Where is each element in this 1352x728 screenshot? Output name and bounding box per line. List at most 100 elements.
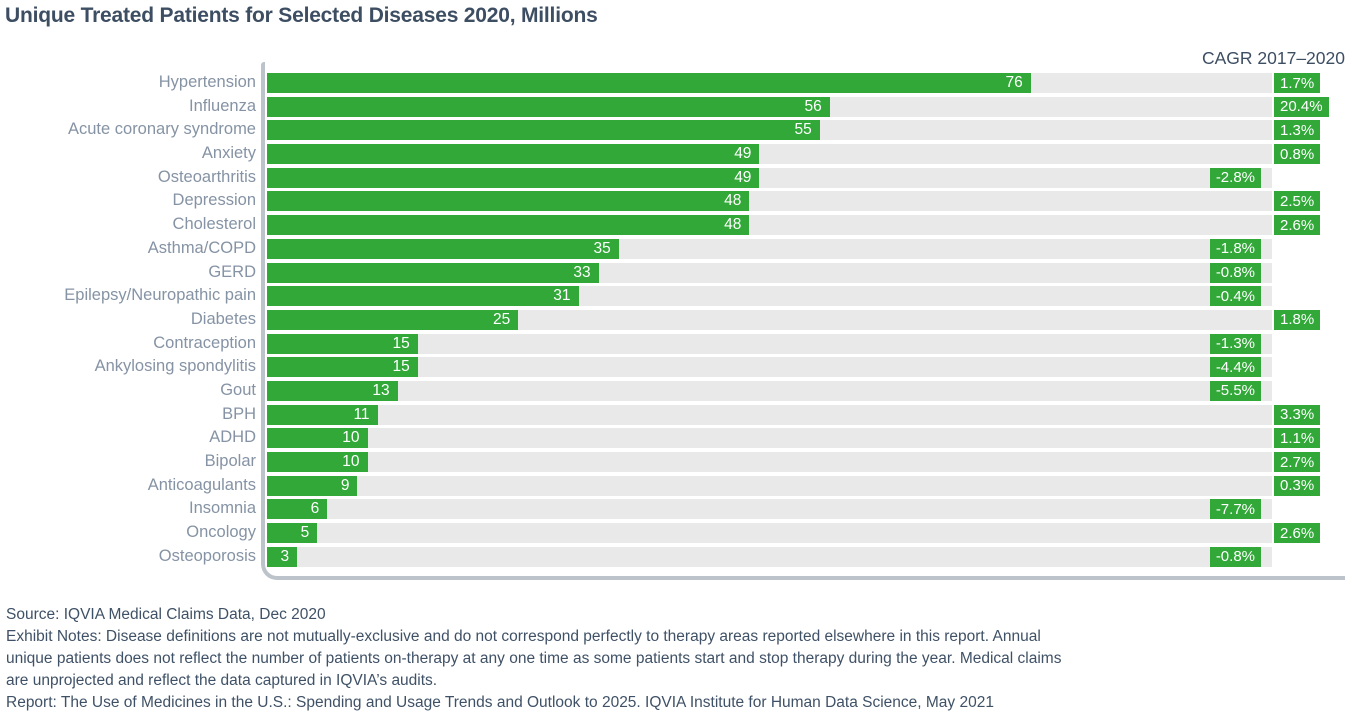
bar-value-label: 31 — [553, 287, 571, 305]
category-label: Osteoporosis — [158, 546, 256, 565]
value-bar: 48 — [267, 191, 750, 212]
chart-row: Hypertension 76 1.7% — [0, 71, 1352, 95]
bar-track: 10 — [267, 428, 1272, 449]
value-bar: 76 — [267, 73, 1031, 93]
category-label: Acute coronary syndrome — [67, 120, 256, 139]
category-label: Cholesterol — [172, 215, 256, 234]
cagr-badge: -1.3% — [1209, 333, 1261, 354]
category-label: Anticoagulants — [147, 475, 256, 494]
chart-row: Diabetes 25 1.8% — [0, 308, 1352, 332]
chart-row: Contraception 15 -1.3% — [0, 332, 1352, 356]
chart-row: GERD 33 -0.8% — [0, 261, 1352, 285]
category-label: ADHD — [209, 428, 256, 447]
cagr-badge: 1.1% — [1274, 428, 1321, 449]
category-label: GERD — [208, 262, 256, 281]
exhibit-note-line: are unprojected and reflect the data cap… — [6, 672, 438, 689]
chart-row: Gout 13 -5.5% — [0, 379, 1352, 403]
bar-track: 15 — [267, 357, 1272, 378]
bar-value-label: 9 — [340, 476, 350, 494]
chart-row: Anticoagulants 9 0.3% — [0, 474, 1352, 498]
chart-row: Bipolar 10 2.7% — [0, 450, 1352, 474]
bar-track: 56 — [267, 96, 1272, 117]
bar-track: 5 — [267, 523, 1272, 544]
cagr-badge: -4.4% — [1209, 357, 1261, 378]
value-bar: 11 — [267, 404, 378, 425]
bar-track: 15 — [267, 333, 1272, 354]
category-label: Oncology — [186, 523, 256, 542]
bar-value-label: 15 — [392, 358, 410, 376]
chart-row: BPH 11 3.3% — [0, 403, 1352, 427]
chart-row: Influenza 56 20.4% — [0, 95, 1352, 119]
cagr-badge: 1.8% — [1274, 309, 1321, 330]
value-bar: 15 — [267, 333, 418, 354]
bar-track: 3 — [267, 546, 1272, 567]
value-bar: 13 — [267, 380, 398, 401]
chart-row: Depression 48 2.5% — [0, 189, 1352, 213]
category-label: BPH — [222, 404, 256, 423]
chart-row: Osteoarthritis 49 -2.8% — [0, 166, 1352, 190]
exhibit-note-line: unique patients does not reflect the num… — [6, 650, 1062, 667]
cagr-badge: -7.7% — [1209, 499, 1261, 520]
category-label: Hypertension — [158, 73, 256, 91]
bar-value-label: 33 — [573, 263, 591, 281]
bar-track: 6 — [267, 499, 1272, 520]
bar-track: 49 — [267, 167, 1272, 188]
bar-track: 25 — [267, 309, 1272, 330]
chart-row: ADHD 10 1.1% — [0, 426, 1352, 450]
bar-value-label: 49 — [734, 145, 752, 163]
chart-rows: Hypertension 76 1.7% Influenza 56 20.4% … — [0, 71, 1352, 568]
chart-title: Unique Treated Patients for Selected Dis… — [5, 4, 598, 27]
category-label: Contraception — [153, 333, 256, 352]
cagr-badge: -2.8% — [1209, 167, 1261, 188]
bar-value-label: 35 — [593, 239, 611, 257]
cagr-badge: 2.5% — [1274, 191, 1321, 212]
value-bar: 31 — [267, 286, 579, 307]
chart-row: Osteoporosis 3 -0.8% — [0, 545, 1352, 569]
cagr-badge: -1.8% — [1209, 238, 1261, 259]
bar-value-label: 76 — [1005, 74, 1023, 91]
bar-track: 33 — [267, 262, 1272, 283]
value-bar: 35 — [267, 238, 619, 259]
cagr-badge: -0.8% — [1209, 546, 1261, 567]
bar-value-label: 5 — [300, 524, 310, 542]
chart-row: Insomnia 6 -7.7% — [0, 497, 1352, 521]
bar-track: 49 — [267, 144, 1272, 165]
bar-track: 55 — [267, 120, 1272, 141]
bar-value-label: 11 — [353, 405, 370, 423]
chart-row: Ankylosing spondylitis 15 -4.4% — [0, 355, 1352, 379]
bar-value-label: 49 — [734, 168, 752, 186]
bar-value-label: 55 — [794, 121, 812, 139]
value-bar: 9 — [267, 475, 358, 496]
value-bar: 10 — [267, 428, 368, 449]
category-label: Influenza — [189, 96, 256, 115]
cagr-badge: 0.8% — [1274, 144, 1321, 165]
value-bar: 3 — [267, 546, 298, 567]
bar-track: 11 — [267, 404, 1272, 425]
bar-value-label: 48 — [724, 216, 742, 234]
value-bar: 56 — [267, 96, 830, 117]
category-label: Ankylosing spondylitis — [94, 357, 256, 376]
category-label: Anxiety — [201, 144, 256, 163]
cagr-badge: 2.6% — [1274, 215, 1321, 236]
value-bar: 25 — [267, 309, 519, 330]
chart-row: Epilepsy/Neuropathic pain 31 -0.4% — [0, 284, 1352, 308]
bar-track: 9 — [267, 475, 1272, 496]
source-note: Source: IQVIA Medical Claims Data, Dec 2… — [6, 606, 326, 623]
cagr-badge: 20.4% — [1274, 96, 1329, 117]
cagr-badge: 3.3% — [1274, 404, 1321, 425]
cagr-badge: -5.5% — [1209, 380, 1261, 401]
bar-value-label: 6 — [310, 500, 320, 518]
cagr-column-header: CAGR 2017–2020 — [1201, 48, 1345, 68]
bar-track: 31 — [267, 286, 1272, 307]
value-bar: 10 — [267, 452, 368, 472]
bar-value-label: 13 — [372, 381, 390, 399]
category-label: Gout — [220, 380, 256, 399]
cagr-badge: 2.6% — [1274, 523, 1321, 544]
value-bar: 15 — [267, 357, 418, 378]
bar-track: 76 — [267, 73, 1272, 93]
bar-track: 48 — [267, 191, 1272, 212]
bar-value-label: 10 — [342, 429, 360, 447]
value-bar: 6 — [267, 499, 328, 520]
category-label: Diabetes — [190, 309, 256, 328]
exhibit-note-line: Exhibit Notes: Disease definitions are n… — [6, 628, 1041, 645]
